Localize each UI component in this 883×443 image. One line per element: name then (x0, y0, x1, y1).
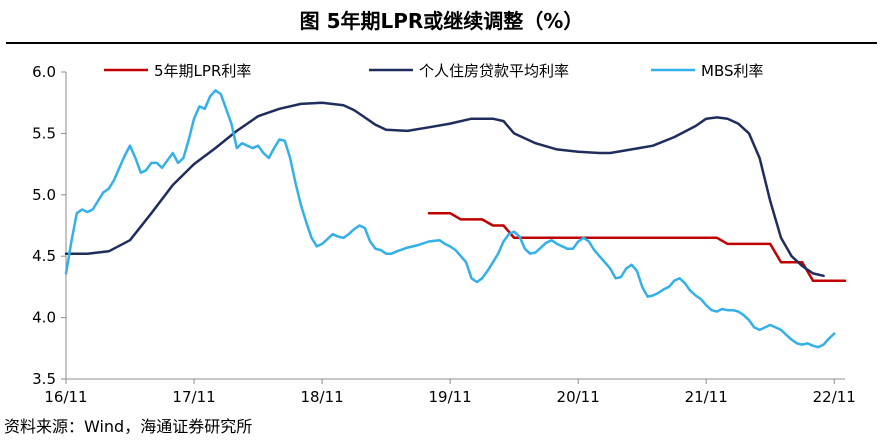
y-tick-label: 5.5 (32, 124, 56, 142)
chart-title: 图 5年期LPR或继续调整（%） (299, 8, 584, 33)
series-line-2 (64, 101, 825, 278)
y-tick-label: 4.5 (32, 247, 56, 265)
x-tick-label: 18/11 (300, 388, 343, 406)
x-axis-ticks: 16/11 17/11 18/11 19/11 20/11 21/11 22/11 (44, 379, 856, 406)
legend: 5年期LPR利率 个人住房贷款平均利率 MBS利率 (104, 62, 764, 80)
source-note: 资料来源：Wind，海通证券研究所 (4, 417, 253, 436)
series-line-3 (64, 89, 836, 349)
legend-label-2: 个人住房贷款平均利率 (419, 62, 569, 80)
legend-label-3: MBS利率 (701, 62, 764, 80)
x-tick-label: 22/11 (813, 388, 856, 406)
x-tick-label: 16/11 (44, 388, 87, 406)
y-axis-ticks: 3.5 4.0 4.5 5.0 5.5 6.0 (32, 63, 66, 388)
x-tick-label: 19/11 (429, 388, 472, 406)
y-tick-label: 6.0 (32, 63, 56, 81)
y-tick-label: 5.0 (32, 186, 56, 204)
y-tick-label: 4.0 (32, 309, 56, 327)
legend-label-1: 5年期LPR利率 (154, 62, 251, 80)
title-rule (6, 42, 877, 44)
x-tick-label: 21/11 (685, 388, 728, 406)
series-line-1 (427, 211, 847, 283)
y-tick-label: 3.5 (32, 370, 56, 388)
x-tick-label: 17/11 (172, 388, 215, 406)
series-layer (64, 89, 847, 349)
x-tick-label: 20/11 (557, 388, 600, 406)
